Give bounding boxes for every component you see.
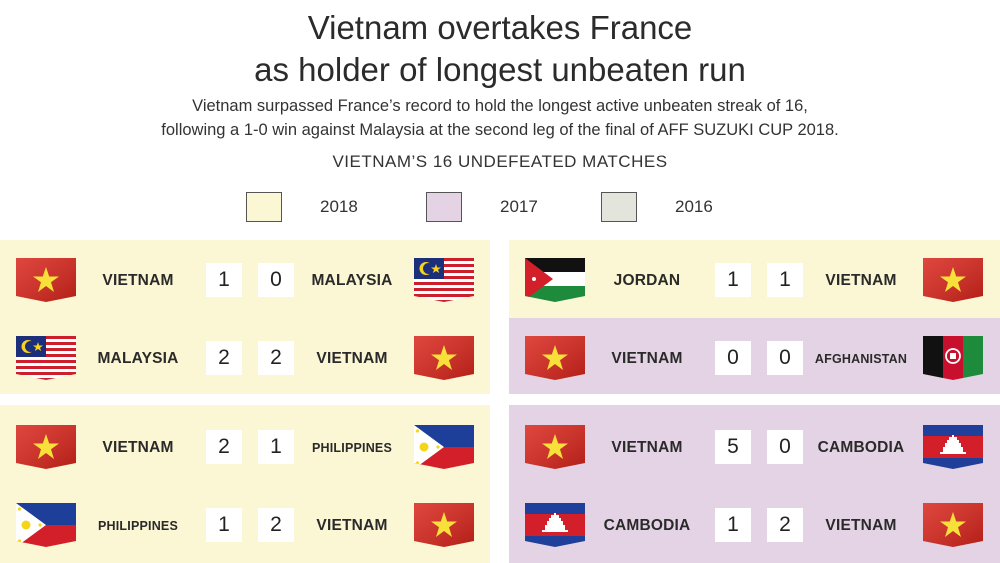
legend-label-2016: 2016 [675,197,713,216]
away-score: 1 [258,430,294,464]
team-name: PHILIPPINES [98,519,178,533]
team-name: MALAYSIA [311,272,393,289]
legend-swatch-2018 [246,192,282,222]
team-name: PHILIPPINES [312,441,392,455]
match-row: VIETNAM 2 1 PHILIPPINES [0,421,491,481]
home-score: 1 [206,263,242,297]
match-row: VIETNAM 5 0 CAMBODIA [509,421,1000,481]
away-score: 0 [258,263,294,297]
team-name: VIETNAM [825,517,897,534]
malaysia-flag-icon [16,336,76,380]
legend-swatch-2016 [601,192,637,222]
vietnam-flag-icon [414,336,474,380]
team-name: VIETNAM [316,517,388,534]
legend-swatch-2017 [426,192,462,222]
match-row: PHILIPPINES 1 2 VIETNAM [0,499,491,559]
team-name: AFGHANISTAN [814,352,908,366]
away-score: 2 [767,508,803,542]
home-score: 1 [715,263,751,297]
match-row: CAMBODIA 1 2 VIETNAM [509,499,1000,559]
vietnam-flag-icon [525,336,585,380]
year-legend: 2018 2017 2016 [0,192,1000,224]
team-name: JORDAN [613,272,681,289]
home-score: 0 [715,341,751,375]
title-line-1: Vietnam overtakes France [307,9,693,46]
team-name: VIETNAM [102,439,174,456]
cambodia-flag-icon [525,503,585,547]
vietnam-flag-icon [16,425,76,469]
vietnam-flag-icon [923,258,983,302]
home-score: 1 [715,508,751,542]
home-score: 5 [715,430,751,464]
cambodia-flag-icon [923,425,983,469]
home-score: 1 [206,508,242,542]
legend-item-2016: 2016 [601,192,713,222]
team-name: VIETNAM [102,272,174,289]
subtitle-line-1: Vietnam surpassed France’s record to hol… [192,97,808,115]
away-score: 1 [767,263,803,297]
panel-right-middle [509,318,1000,394]
match-row: VIETNAM 0 0 AFGHANISTAN [509,332,1000,392]
vietnam-flag-icon [525,425,585,469]
panel-right-top [509,240,1000,318]
section-title: VIETNAM’S 16 UNDEFEATED MATCHES [332,152,668,171]
team-name: VIETNAM [611,350,683,367]
legend-item-2018: 2018 [246,192,358,222]
match-row: JORDAN 1 1 VIETNAM [509,254,1000,314]
malaysia-flag-icon [414,258,474,302]
legend-item-2017: 2017 [426,192,538,222]
team-name: VIETNAM [825,272,897,289]
jordan-flag-icon [525,258,585,302]
team-name: MALAYSIA [97,350,179,367]
philippines-flag-icon [414,425,474,469]
panel-left-top [0,240,490,394]
home-score: 2 [206,430,242,464]
away-score: 2 [258,341,294,375]
team-name: VIETNAM [316,350,388,367]
team-name: CAMBODIA [817,439,905,456]
team-name: VIETNAM [611,439,683,456]
match-row: MALAYSIA 2 2 VIETNAM [0,332,491,392]
panel-right-bottom [509,405,1000,563]
title-line-2: as holder of longest unbeaten run [254,51,746,88]
match-row: VIETNAM 1 0 MALAYSIA [0,254,491,314]
team-name: CAMBODIA [603,517,691,534]
legend-label-2017: 2017 [500,197,538,216]
away-score: 0 [767,341,803,375]
panel-left-bottom [0,405,490,563]
legend-label-2018: 2018 [320,197,358,216]
away-score: 0 [767,430,803,464]
afghanistan-flag-icon [923,336,983,380]
subtitle-line-2: following a 1-0 win against Malaysia at … [161,121,839,139]
vietnam-flag-icon [16,258,76,302]
home-score: 2 [206,341,242,375]
philippines-flag-icon [16,503,76,547]
vietnam-flag-icon [414,503,474,547]
vietnam-flag-icon [923,503,983,547]
away-score: 2 [258,508,294,542]
